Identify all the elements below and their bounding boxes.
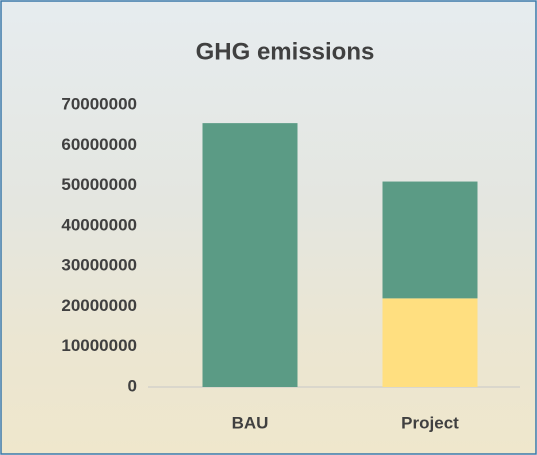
- chart-title: GHG emissions: [196, 38, 375, 65]
- y-tick-label: 60000000: [61, 135, 137, 154]
- y-tick-label: 10000000: [61, 336, 137, 355]
- bar-segment: [203, 123, 298, 387]
- bar-segment: [383, 182, 478, 299]
- y-tick-label: 70000000: [61, 94, 137, 113]
- x-tick-label: BAU: [232, 413, 269, 432]
- y-tick-label: 30000000: [61, 256, 137, 275]
- y-tick-label: 50000000: [61, 175, 137, 194]
- chart: GHG emissions 0 10000000 20000000 30000000 4…: [0, 0, 537, 455]
- y-tick-label: 0: [128, 376, 137, 395]
- y-tick-label: 20000000: [61, 296, 137, 315]
- y-tick-label: 40000000: [61, 215, 137, 234]
- bar-segment: [383, 298, 478, 387]
- x-tick-label: Project: [401, 413, 459, 432]
